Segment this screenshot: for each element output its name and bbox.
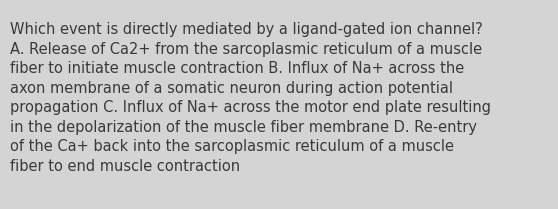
Text: Which event is directly mediated by a ligand-gated ion channel?
A. Release of Ca: Which event is directly mediated by a li… <box>10 22 491 174</box>
